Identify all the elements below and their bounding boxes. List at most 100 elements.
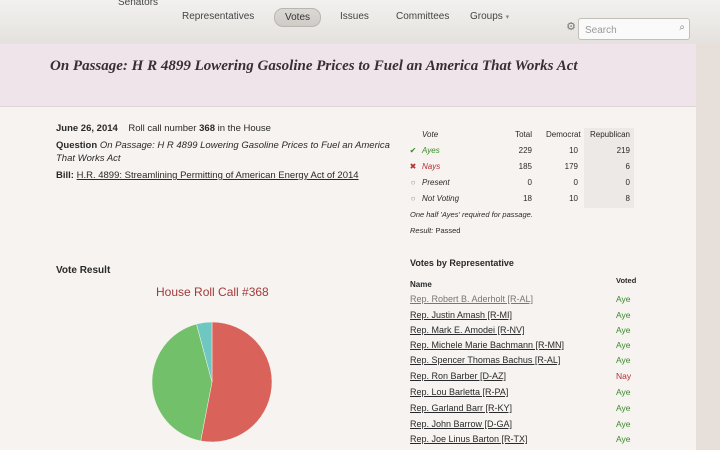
vote-row-dem: 10 [569,146,578,155]
rep-vote: Nay [616,371,632,381]
nav-senators[interactable]: Senators [118,0,159,8]
rep-name-link[interactable]: Rep. Lou Barletta [R-PA] [410,387,509,397]
page-title: On Passage: H R 4899 Lowering Gasoline P… [50,58,578,74]
question-text: On Passage: H R 4899 Lowering Gasoline P… [56,140,390,164]
rep-vote: Aye [616,325,631,335]
chart-title: House Roll Call #368 [156,285,269,299]
total-header: Total [515,130,532,139]
search-icon[interactable]: ⌕ [679,22,685,33]
vote-row-dem: 10 [569,194,578,203]
nav-votes[interactable]: Votes [274,8,322,27]
vote-row-not-voting: ○ Not Voting 18 10 8 [408,192,658,208]
rep-vote: Aye [616,403,631,413]
vote-row-total: 0 [527,178,532,187]
nav-committees[interactable]: Committees [396,11,450,22]
question-label: Question [56,140,98,151]
vote-row-rep: 8 [625,194,630,203]
search-box: ⌕ [578,18,690,40]
gear-icon[interactable]: ⚙ [566,21,576,33]
roll-call-line: June 26, 2014 Roll call number 368 in th… [56,122,396,135]
rep-name-link[interactable]: Rep. Spencer Thomas Bachus [R-AL] [410,355,561,365]
roll-call-suffix: in the House [217,123,271,134]
table-row: Rep. Joe Linus Barton [R-TX] Aye [408,434,668,449]
nav-groups[interactable]: Groups ▾ [460,8,519,25]
roll-call-prefix: Roll call number [128,123,197,134]
table-row: Rep. Spencer Thomas Bachus [R-AL] Aye [408,355,668,370]
title-band: On Passage: H R 4899 Lowering Gasoline P… [0,44,696,107]
rep-name-link[interactable]: Rep. Ron Barber [D-AZ] [410,371,507,381]
vote-row-rep: 219 [616,146,630,155]
vote-row-rep: 6 [625,162,630,171]
result-label: Result: [410,226,434,235]
vote-row-label: Present [422,178,450,187]
vote-row-total: 229 [518,146,532,155]
vote-row-total: 18 [523,194,532,203]
question-line: Question On Passage: H R 4899 Lowering G… [56,139,396,165]
table-row: Rep. Mark E. Amodei [R-NV] Aye [408,325,668,340]
circle-icon: ○ [410,178,416,187]
table-row: Rep. Lou Barletta [R-PA] Aye [408,387,668,402]
main-content [0,107,696,450]
pie-slice-ayes[interactable] [200,321,273,443]
rep-vote: Aye [616,355,631,365]
table-row: Rep. Michele Marie Bachmann [R-MN] Aye [408,340,668,355]
rep-vote: Aye [616,434,631,444]
pie-slice-not-voting[interactable] [196,321,213,383]
vote-header: Vote [422,130,439,139]
roll-call-number: 368 [199,123,215,134]
rep-vote: Aye [616,310,631,320]
bill-link[interactable]: H.R. 4899: Streamlining Permitting of Am… [76,170,359,181]
rep-name-link[interactable]: Rep. John Barrow [D-GA] [410,419,513,429]
table-row: Rep. Robert B. Aderholt [R-AL] Aye [408,294,668,309]
table-row: Rep. John Barrow [D-GA] Aye [408,419,668,434]
vote-result-title: Vote Result [56,265,111,276]
rep-name-link[interactable]: Rep. Garland Barr [R-KY] [410,403,513,413]
vote-row-total: 185 [518,162,532,171]
table-row: Rep. Ron Barber [D-AZ] Nay [408,371,668,386]
nav-representatives[interactable]: Representatives [182,11,255,22]
vote-row-dem: 179 [564,162,578,171]
rep-name-link[interactable]: Rep. Joe Linus Barton [R-TX] [410,434,528,444]
rep-vote: Aye [616,387,631,397]
vote-row-ayes: ✔ Ayes 229 10 219 [408,144,658,160]
vote-date: June 26, 2014 [56,123,118,134]
rep-name-link[interactable]: Rep. Mark E. Amodei [R-NV] [410,325,525,335]
vote-row-nays: ✖ Nays 185 179 6 [408,160,658,176]
nav-groups-label: Groups [470,11,503,22]
rep-name-link[interactable]: Rep. Justin Amash [R-MI] [410,310,513,320]
name-column-header: Name [410,280,432,289]
rep-name-link[interactable]: Rep. Michele Marie Bachmann [R-MN] [410,340,565,350]
democrat-header: Democrat [546,130,581,139]
table-row: Rep. Justin Amash [R-MI] Aye [408,310,668,325]
nav-issues[interactable]: Issues [340,11,369,22]
vote-row-label: Nays [422,162,441,171]
search-input[interactable] [583,21,677,39]
vote-row-label: Ayes [422,146,440,155]
vote-pie-chart [151,321,273,443]
table-row: Rep. Garland Barr [R-KY] Aye [408,403,668,418]
chevron-down-icon: ▾ [505,14,510,21]
vote-table: Vote Total Democrat Republican ✔ Ayes 22… [408,128,658,208]
vote-row-present: ○ Present 0 0 0 [408,176,658,192]
vote-row-rep: 0 [625,178,630,187]
pie-slice-nays[interactable] [151,323,213,442]
vote-row-dem: 0 [573,178,578,187]
x-icon: ✖ [409,162,417,171]
bill-label: Bill: [56,170,74,181]
circle-icon: ○ [410,194,416,203]
top-nav: Senators Representatives Votes Issues Co… [0,0,720,45]
republican-header: Republican [589,130,630,139]
result-value: Passed [435,226,461,235]
republican-column-bg [584,128,634,208]
rep-vote: Aye [616,419,631,429]
rep-name-link[interactable]: Rep. Robert B. Aderholt [R-AL] [410,294,534,304]
vote-row-label: Not Voting [422,194,460,203]
vote-table-header: Vote Total Democrat Republican [408,128,658,144]
page-edge [696,44,720,450]
vote-result-line: Result: Passed [410,226,460,235]
bill-line: Bill: H.R. 4899: Streamlining Permitting… [56,169,396,182]
passage-note: One half 'Ayes' required for passage. [410,210,533,219]
rep-vote: Aye [616,294,631,304]
rep-vote: Aye [616,340,631,350]
check-icon: ✔ [409,146,417,155]
